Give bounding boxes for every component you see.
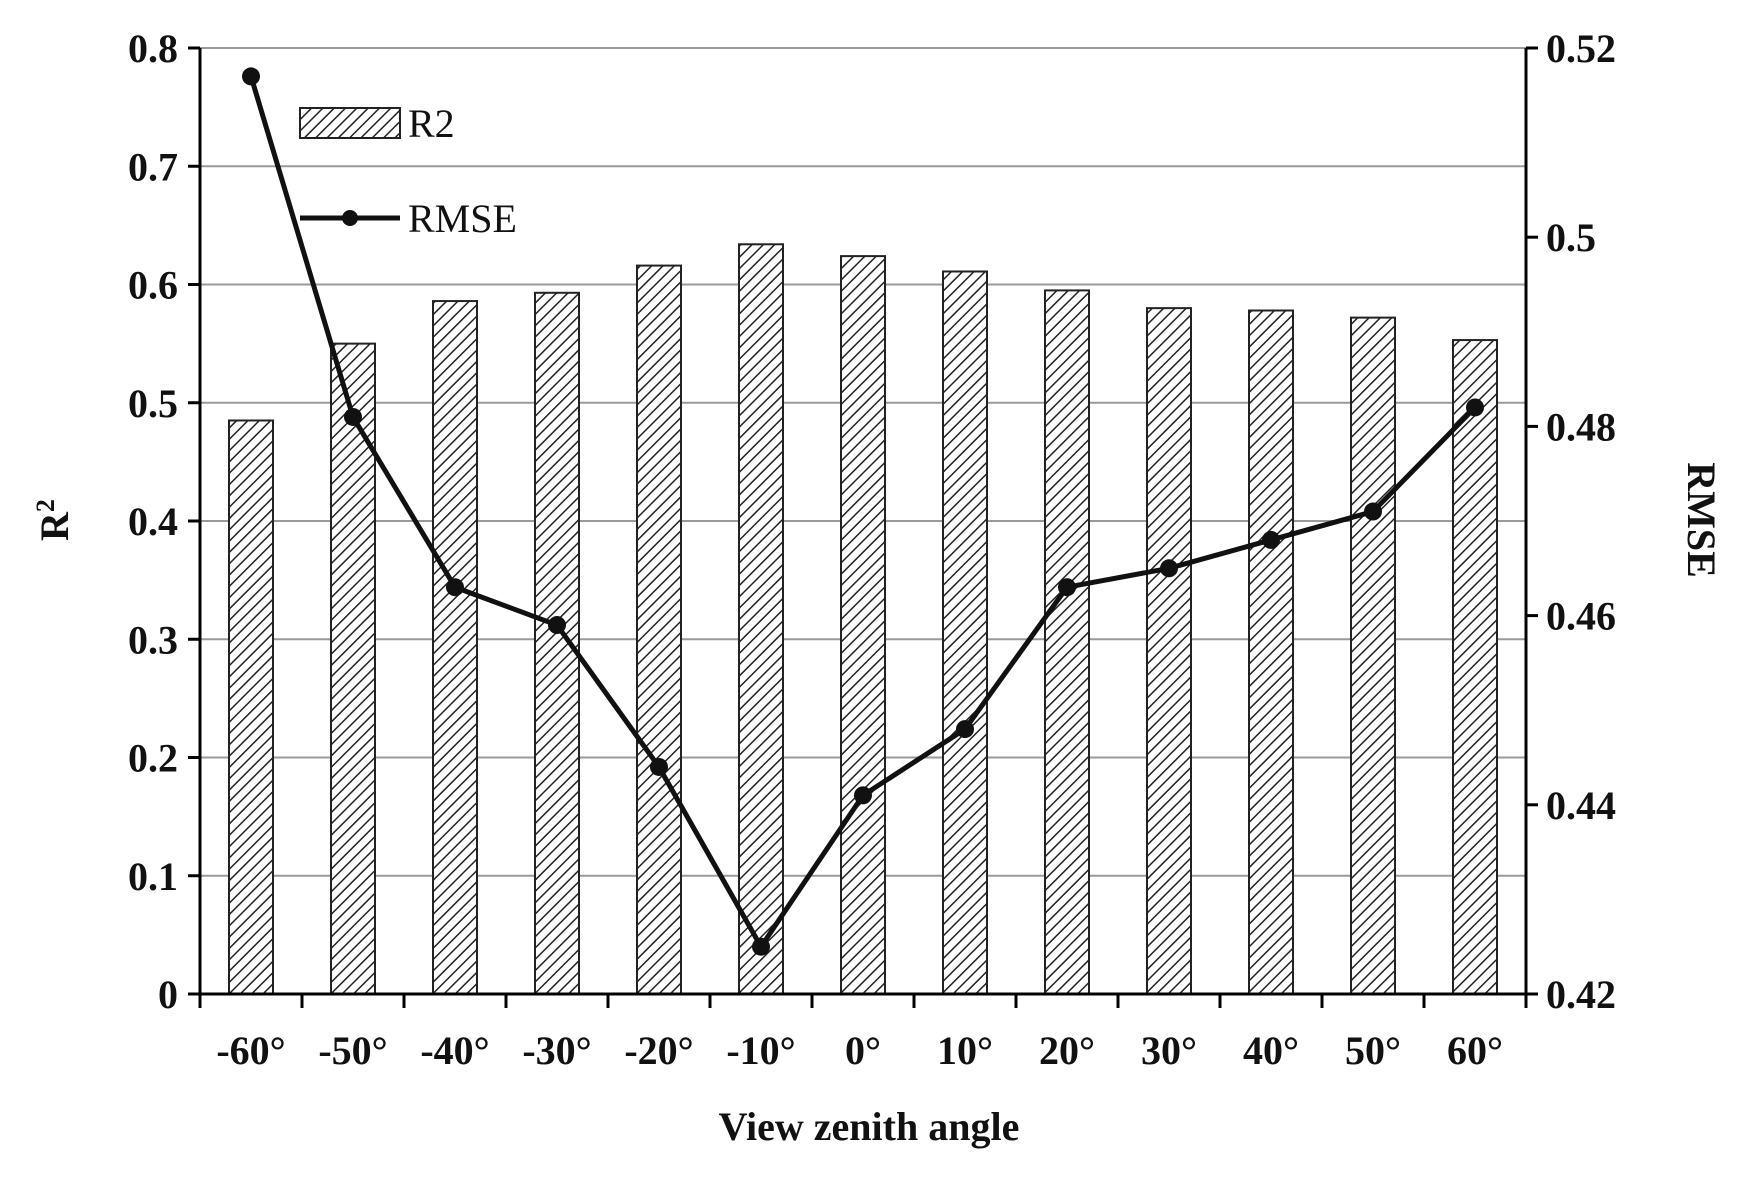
x-tick-label: -30°: [522, 1028, 591, 1073]
y-right-tick-label: 0.46: [1546, 594, 1616, 639]
y-left-tick-label: 0.6: [128, 263, 178, 308]
y-right-tick-label: 0.52: [1546, 26, 1616, 71]
y-right-tick-label: 0.5: [1546, 215, 1596, 260]
x-tick-label: 60°: [1447, 1028, 1503, 1073]
r2-bars: [228, 243, 1498, 996]
bar-r2: [636, 264, 682, 995]
bar-r2: [228, 419, 274, 995]
y-left-tick-label: 0.4: [128, 499, 178, 544]
legend: R2 RMSE: [299, 101, 517, 241]
x-tick-label: 50°: [1345, 1028, 1401, 1073]
y-left-tick-label: 0.1: [128, 854, 178, 899]
x-tick-label: 10°: [937, 1028, 993, 1073]
x-tick-label: -50°: [318, 1028, 387, 1073]
rmse-point: [752, 937, 770, 956]
y-left-tick-label: 0.7: [128, 144, 178, 189]
legend-r2-swatch: [299, 107, 401, 139]
bar-r2: [1350, 316, 1396, 995]
x-tick-label: 30°: [1141, 1028, 1197, 1073]
rmse-point: [446, 578, 464, 597]
rmse-point: [242, 67, 260, 86]
legend-rmse-label: RMSE: [408, 196, 517, 241]
y-left-tick-label: 0: [158, 972, 178, 1017]
legend-rmse-marker: [342, 210, 358, 226]
x-tick-label: -10°: [726, 1028, 795, 1073]
bar-r2: [330, 342, 376, 995]
bar-r2: [942, 270, 988, 995]
x-tick-label: 0°: [845, 1028, 881, 1073]
bar-r2: [1044, 289, 1090, 996]
axes: [188, 46, 1538, 1008]
x-tick-label: -60°: [216, 1028, 285, 1073]
y-axis-left-title-superscript: 2: [31, 499, 60, 512]
rmse-point: [1160, 559, 1178, 578]
y-axis-left-title-base: R: [32, 511, 77, 541]
y-axis-right-title: RMSE: [1679, 462, 1724, 578]
bar-r2: [432, 300, 478, 995]
rmse-point: [956, 720, 974, 739]
rmse-point: [650, 757, 668, 776]
rmse-point: [854, 786, 872, 805]
x-tick-label: -20°: [624, 1028, 693, 1073]
rmse-point: [548, 616, 566, 635]
rmse-point: [1466, 398, 1484, 417]
rmse-line-layer: [242, 67, 1484, 956]
tick-labels: 0 0.1 0.2 0.3 0.4 0.5 0.6 0.7 0.8 0.42 0.44 0.46 0.4…: [128, 26, 1616, 1073]
y-axis-left-title: R2: [31, 499, 77, 541]
y-left-tick-label: 0.8: [128, 26, 178, 71]
rmse-point: [1364, 502, 1382, 521]
y-left-tick-label: 0.5: [128, 381, 178, 426]
bar-r2: [1248, 309, 1294, 995]
y-right-tick-label: 0.44: [1546, 783, 1616, 828]
bar-r2: [840, 255, 886, 995]
rmse-point: [1262, 530, 1280, 549]
bar-r2: [1452, 339, 1498, 995]
rmse-point: [344, 407, 362, 426]
x-axis-title: View zenith angle: [719, 1104, 1020, 1149]
x-tick-label: -40°: [420, 1028, 489, 1073]
y-left-tick-label: 0.3: [128, 617, 178, 662]
x-tick-label: 40°: [1243, 1028, 1299, 1073]
legend-r2-label: R2: [408, 101, 455, 146]
bar-r2: [738, 243, 784, 996]
y-left-tick-label: 0.2: [128, 736, 178, 781]
y-right-tick-label: 0.42: [1546, 972, 1616, 1017]
bar-r2: [1146, 307, 1192, 995]
x-tick-label: 20°: [1039, 1028, 1095, 1073]
y-right-tick-label: 0.48: [1546, 404, 1616, 449]
rmse-point: [1058, 578, 1076, 597]
